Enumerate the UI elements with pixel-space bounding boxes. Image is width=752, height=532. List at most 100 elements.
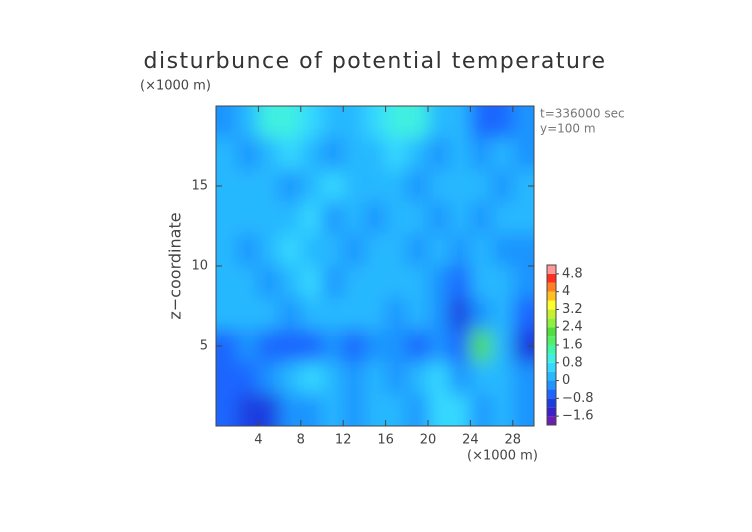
field-cell	[364, 202, 386, 234]
field-cell	[237, 138, 259, 170]
field-cell	[279, 266, 301, 298]
field-cell	[428, 234, 450, 266]
field-cell	[470, 106, 492, 138]
field-cell	[512, 234, 534, 266]
field-cell	[449, 266, 471, 298]
field-cell	[258, 394, 280, 426]
field-cell	[216, 362, 238, 394]
field-cell	[512, 394, 534, 426]
field-cell	[364, 106, 386, 138]
field-cell	[470, 170, 492, 202]
field-cell	[279, 362, 301, 394]
colorbar-tick-label: 1.6	[562, 338, 583, 353]
field-cell	[300, 330, 322, 362]
field-cell	[216, 138, 238, 170]
field-cell	[258, 330, 280, 362]
field-cell	[385, 170, 407, 202]
x-unit: (×1000 m)	[467, 449, 538, 464]
field-cell	[216, 170, 238, 202]
field-cell	[279, 202, 301, 234]
field-cell	[406, 266, 428, 298]
field-cell	[279, 394, 301, 426]
field-cell	[428, 266, 450, 298]
field-cell	[512, 330, 534, 362]
field-cell	[237, 266, 259, 298]
field-cell	[343, 138, 365, 170]
field-cell	[364, 234, 386, 266]
y-axis-label: z−coordinate	[166, 212, 185, 319]
field-cell	[364, 298, 386, 330]
x-tick-label: 16	[377, 433, 394, 448]
field-cell	[385, 362, 407, 394]
field-cell	[470, 266, 492, 298]
field-cell	[491, 298, 513, 330]
field-cell	[428, 138, 450, 170]
y-tick-label: 5	[200, 339, 208, 354]
field-cell	[322, 234, 344, 266]
x-tick-label: 20	[420, 433, 437, 448]
field-cell	[343, 266, 365, 298]
field-cell	[406, 234, 428, 266]
chart-title: disturbunce of potential temperature	[144, 49, 607, 74]
field-cell	[491, 170, 513, 202]
annotation: t=336000 sec	[540, 107, 625, 121]
field-cell	[470, 234, 492, 266]
field-cell	[300, 106, 322, 138]
field	[216, 106, 534, 426]
field-cell	[470, 202, 492, 234]
field-cell	[385, 394, 407, 426]
colorbar-box	[547, 345, 556, 354]
field-cell	[428, 330, 450, 362]
field-cell	[428, 394, 450, 426]
field-cell	[343, 330, 365, 362]
field-cell	[216, 394, 238, 426]
field-cell	[216, 202, 238, 234]
field-cell	[428, 202, 450, 234]
field-cell	[385, 330, 407, 362]
field-cell	[343, 394, 365, 426]
field-cell	[343, 202, 365, 234]
field-cell	[300, 138, 322, 170]
field-cell	[300, 266, 322, 298]
field-cell	[470, 362, 492, 394]
colorbar-box	[547, 380, 556, 390]
field-cell	[300, 234, 322, 266]
colorbar-box	[547, 389, 556, 399]
colorbar-box	[547, 318, 556, 328]
field-cell	[470, 138, 492, 170]
field-cell	[300, 394, 322, 426]
y-unit: (×1000 m)	[140, 79, 211, 94]
colorbar-box	[547, 353, 556, 363]
field-cell	[237, 330, 259, 362]
field-cell	[406, 330, 428, 362]
field-cell	[470, 330, 492, 362]
field-cell	[279, 298, 301, 330]
field-cell	[512, 106, 534, 138]
field-cell	[406, 298, 428, 330]
field-cell	[322, 394, 344, 426]
field-cell	[343, 106, 365, 138]
field-cell	[449, 394, 471, 426]
field-cell	[216, 234, 238, 266]
colorbar-box	[547, 407, 556, 417]
field-cell	[428, 298, 450, 330]
field-cell	[258, 298, 280, 330]
field-cell	[406, 202, 428, 234]
field-cell	[449, 106, 471, 138]
field-cell	[322, 330, 344, 362]
colorbar-box	[547, 282, 556, 292]
field-cell	[279, 106, 301, 138]
field-cell	[279, 234, 301, 266]
colorbar-box	[547, 416, 556, 425]
field-cell	[512, 202, 534, 234]
field-cell	[449, 138, 471, 170]
field-cell	[322, 106, 344, 138]
field-cell	[470, 394, 492, 426]
field-cell	[216, 298, 238, 330]
field-cell	[279, 138, 301, 170]
field-cell	[470, 298, 492, 330]
field-cell	[512, 138, 534, 170]
colorbar-tick-label: 3.2	[562, 302, 583, 317]
colorbar-box	[547, 291, 556, 301]
field-cell	[216, 330, 238, 362]
